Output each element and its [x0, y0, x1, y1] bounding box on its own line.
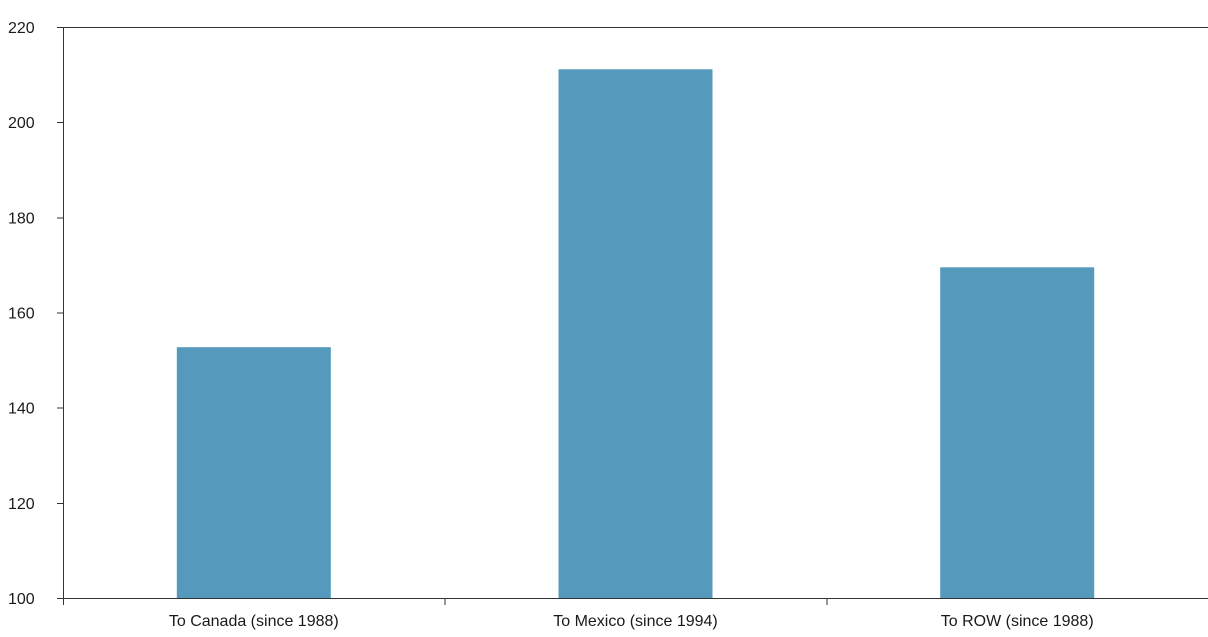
y-ticks-group: 100 120 140 160 180 200 220 [8, 20, 63, 608]
y-tick-label: 120 [8, 496, 35, 513]
axes-group [63, 27, 1208, 605]
x-category-label: To Mexico (since 1994) [553, 613, 718, 630]
x-category-label: To Canada (since 1988) [169, 613, 339, 630]
y-tick-label: 220 [8, 20, 35, 37]
y-tick-label: 180 [8, 210, 35, 227]
y-tick-label: 140 [8, 401, 35, 418]
bars-group [176, 69, 1095, 599]
bar-3 [940, 267, 1095, 598]
y-tick-label: 200 [8, 115, 35, 132]
bar-1 [176, 347, 331, 598]
y-tick-label: 160 [8, 306, 35, 323]
bar-2 [558, 69, 713, 599]
y-tick-label: 100 [8, 591, 35, 608]
x-ticks-group: To Canada (since 1988) To Mexico (since 1… [169, 598, 1094, 630]
x-category-label: To ROW (since 1988) [941, 613, 1094, 630]
